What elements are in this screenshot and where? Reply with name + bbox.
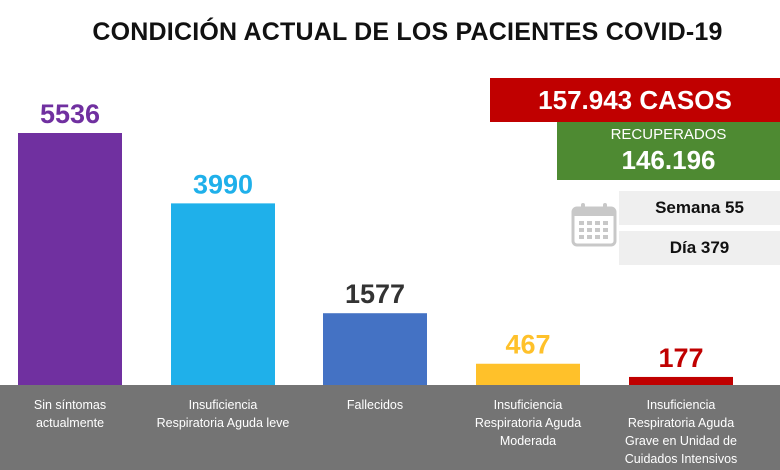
category-label-2: Insuficiencia Respiratoria Aguda leve bbox=[157, 398, 290, 430]
value-label-3: 1577 bbox=[345, 279, 405, 309]
category-label-4: Insuficiencia Respiratoria Aguda Moderada bbox=[475, 398, 581, 448]
bars-group bbox=[18, 133, 733, 385]
category-labels-group: Sin síntomas actualmente Insuficiencia Resp… bbox=[34, 398, 737, 466]
value-label-4: 467 bbox=[505, 330, 550, 360]
value-label-1: 5536 bbox=[40, 99, 100, 129]
value-label-5: 177 bbox=[658, 343, 703, 373]
bar-4 bbox=[476, 363, 580, 385]
bar-3 bbox=[323, 313, 427, 385]
bar-2 bbox=[171, 203, 275, 385]
total-cases-badge: 157.943 CASOS bbox=[490, 78, 780, 122]
value-labels-group: 5536 3990 1577 467 177 bbox=[40, 99, 704, 373]
calendar-icon bbox=[571, 203, 617, 247]
bar-1 bbox=[18, 133, 122, 385]
day-indicator: Día 379 bbox=[619, 231, 780, 265]
recovered-badge: RECUPERADOS 146.196 bbox=[557, 122, 780, 180]
category-label-3: Fallecidos bbox=[347, 398, 403, 412]
category-axis-band bbox=[0, 385, 780, 470]
category-label-1: Sin síntomas actualmente bbox=[34, 398, 106, 430]
week-indicator: Semana 55 bbox=[619, 191, 780, 225]
bar-5 bbox=[629, 376, 733, 385]
recovered-value: 146.196 bbox=[621, 145, 716, 175]
chart-title: CONDICIÓN ACTUAL DE LOS PACIENTES COVID-… bbox=[92, 18, 723, 46]
value-label-2: 3990 bbox=[193, 169, 253, 199]
category-label-5: Insuficiencia Respiratoria Aguda Grave en … bbox=[625, 398, 738, 466]
recovered-label: RECUPERADOS bbox=[610, 126, 727, 143]
